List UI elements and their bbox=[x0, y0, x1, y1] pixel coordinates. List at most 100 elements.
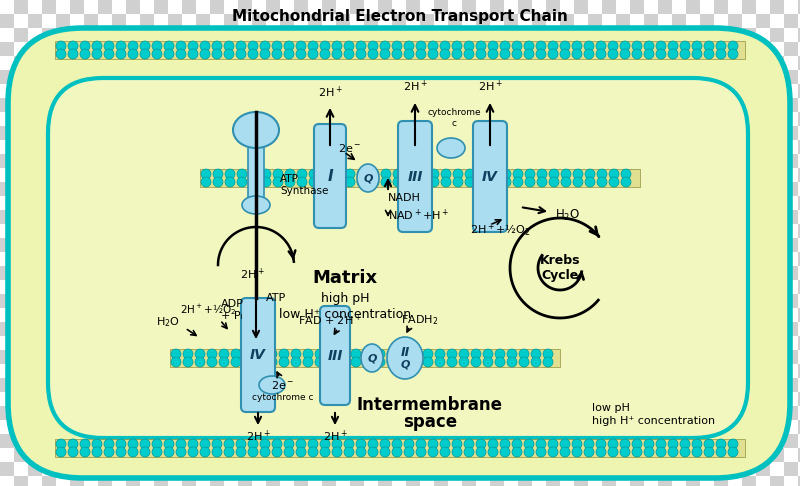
Circle shape bbox=[453, 177, 463, 187]
Circle shape bbox=[728, 439, 738, 449]
Bar bbox=[70, 196, 84, 210]
Bar bbox=[770, 210, 784, 224]
Bar bbox=[210, 210, 224, 224]
Bar bbox=[70, 322, 84, 336]
Bar bbox=[448, 28, 462, 42]
Bar bbox=[756, 336, 770, 350]
Bar bbox=[224, 476, 238, 486]
Bar bbox=[308, 70, 322, 84]
Circle shape bbox=[404, 447, 414, 457]
Bar bbox=[476, 28, 490, 42]
Bar bbox=[714, 28, 728, 42]
Circle shape bbox=[440, 439, 450, 449]
Bar bbox=[756, 0, 770, 14]
Bar bbox=[630, 14, 644, 28]
Bar bbox=[658, 294, 672, 308]
Bar bbox=[252, 392, 266, 406]
Bar bbox=[280, 406, 294, 420]
Bar bbox=[518, 0, 532, 14]
Bar bbox=[462, 294, 476, 308]
Bar bbox=[322, 42, 336, 56]
Bar bbox=[784, 140, 798, 154]
Bar bbox=[658, 98, 672, 112]
Bar bbox=[238, 56, 252, 70]
Bar bbox=[140, 70, 154, 84]
Circle shape bbox=[537, 169, 547, 179]
Circle shape bbox=[620, 439, 630, 449]
Bar bbox=[112, 84, 126, 98]
Bar bbox=[140, 350, 154, 364]
Bar bbox=[392, 0, 406, 14]
Bar bbox=[434, 476, 448, 486]
Bar bbox=[672, 462, 686, 476]
Text: Matrix: Matrix bbox=[313, 269, 378, 287]
Bar bbox=[574, 252, 588, 266]
Bar bbox=[238, 182, 252, 196]
Bar bbox=[252, 56, 266, 70]
Circle shape bbox=[476, 439, 486, 449]
Circle shape bbox=[333, 177, 343, 187]
Bar bbox=[476, 154, 490, 168]
Bar bbox=[392, 238, 406, 252]
Bar bbox=[294, 0, 308, 14]
Circle shape bbox=[435, 349, 445, 359]
Bar bbox=[392, 392, 406, 406]
Bar bbox=[266, 196, 280, 210]
Bar bbox=[728, 378, 742, 392]
Bar bbox=[784, 462, 798, 476]
Bar bbox=[602, 182, 616, 196]
Bar bbox=[126, 182, 140, 196]
Bar bbox=[266, 294, 280, 308]
Bar bbox=[644, 252, 658, 266]
Circle shape bbox=[428, 41, 438, 51]
Bar bbox=[490, 392, 504, 406]
Bar bbox=[70, 350, 84, 364]
Bar bbox=[756, 364, 770, 378]
Bar bbox=[532, 140, 546, 154]
Bar bbox=[252, 462, 266, 476]
Bar bbox=[126, 28, 140, 42]
Bar bbox=[210, 126, 224, 140]
Bar bbox=[490, 28, 504, 42]
Bar bbox=[490, 434, 504, 448]
Bar bbox=[714, 84, 728, 98]
Circle shape bbox=[704, 41, 714, 51]
Bar bbox=[196, 238, 210, 252]
Bar bbox=[280, 112, 294, 126]
Bar bbox=[280, 196, 294, 210]
Circle shape bbox=[656, 447, 666, 457]
Bar bbox=[308, 336, 322, 350]
Circle shape bbox=[356, 439, 366, 449]
Bar bbox=[714, 98, 728, 112]
Circle shape bbox=[183, 349, 193, 359]
Bar bbox=[42, 392, 56, 406]
Bar bbox=[546, 14, 560, 28]
Bar bbox=[644, 392, 658, 406]
Bar bbox=[770, 322, 784, 336]
Bar bbox=[112, 224, 126, 238]
Bar bbox=[55, 439, 745, 457]
Circle shape bbox=[464, 439, 474, 449]
Bar bbox=[504, 308, 518, 322]
Bar bbox=[602, 462, 616, 476]
Circle shape bbox=[632, 49, 642, 59]
Bar bbox=[70, 406, 84, 420]
Bar bbox=[182, 308, 196, 322]
Bar bbox=[364, 84, 378, 98]
Bar bbox=[434, 252, 448, 266]
Bar bbox=[742, 406, 756, 420]
Bar bbox=[266, 308, 280, 322]
Circle shape bbox=[392, 447, 402, 457]
Bar bbox=[350, 266, 364, 280]
Bar bbox=[406, 42, 420, 56]
Bar bbox=[686, 126, 700, 140]
Ellipse shape bbox=[242, 196, 270, 214]
Bar bbox=[476, 266, 490, 280]
Circle shape bbox=[501, 169, 511, 179]
Bar bbox=[252, 308, 266, 322]
Circle shape bbox=[680, 439, 690, 449]
Bar bbox=[462, 364, 476, 378]
Bar bbox=[210, 84, 224, 98]
Circle shape bbox=[56, 447, 66, 457]
Bar bbox=[196, 56, 210, 70]
